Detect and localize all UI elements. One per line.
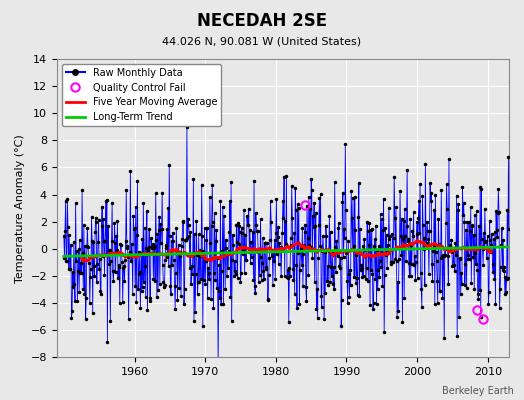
Text: 44.026 N, 90.081 W (United States): 44.026 N, 90.081 W (United States): [162, 36, 362, 46]
Text: NECEDAH 2SE: NECEDAH 2SE: [197, 12, 327, 30]
Text: Berkeley Earth: Berkeley Earth: [442, 386, 514, 396]
Legend: Raw Monthly Data, Quality Control Fail, Five Year Moving Average, Long-Term Tren: Raw Monthly Data, Quality Control Fail, …: [62, 64, 221, 126]
Y-axis label: Temperature Anomaly (°C): Temperature Anomaly (°C): [15, 134, 25, 282]
